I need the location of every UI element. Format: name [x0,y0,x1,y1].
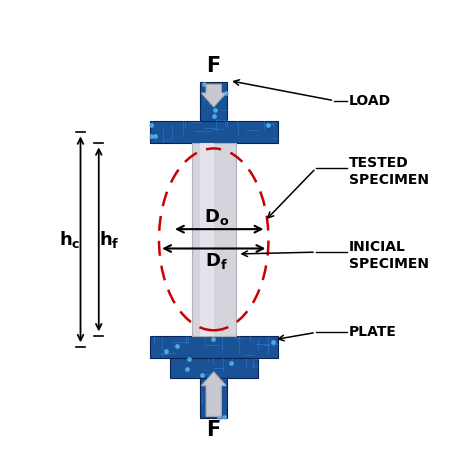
Text: F: F [207,420,221,440]
Text: INICIAL
SPECIMEN: INICIAL SPECIMEN [349,240,429,272]
Text: LOAD: LOAD [349,94,391,108]
Text: $\mathbf{D_o}$: $\mathbf{D_o}$ [204,207,229,227]
Bar [200,143,214,336]
Text: $\mathbf{h_f}$: $\mathbf{h_f}$ [99,229,119,250]
FancyArrow shape [201,84,226,107]
Text: F: F [207,56,221,76]
Bar [192,143,236,336]
Text: PLATE: PLATE [349,326,397,339]
Bar [200,82,228,121]
Text: TESTED
SPECIMEN: TESTED SPECIMEN [349,156,429,188]
Bar [150,121,278,143]
Bar [170,358,257,378]
Text: $\mathbf{h_c}$: $\mathbf{h_c}$ [59,229,81,250]
FancyArrow shape [201,372,226,416]
Bar [150,336,278,358]
Text: $\mathbf{D_f}$: $\mathbf{D_f}$ [205,251,228,271]
Bar [200,378,228,418]
